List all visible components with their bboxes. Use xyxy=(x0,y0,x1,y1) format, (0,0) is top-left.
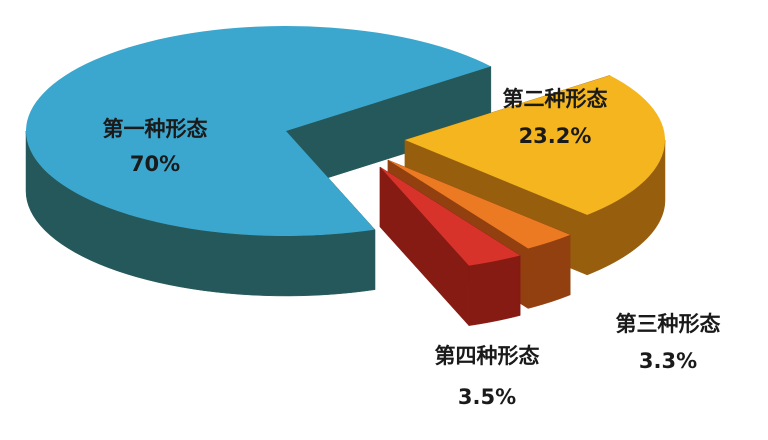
pie-slice xyxy=(26,26,491,236)
pie-slice xyxy=(405,75,665,215)
slice-label: 第一种形态 xyxy=(103,117,208,141)
slice-label: 第四种形态 xyxy=(435,344,540,368)
slice-side xyxy=(468,255,521,326)
slice-value-label: 3.3% xyxy=(639,349,697,373)
slice-label: 第三种形态 xyxy=(616,312,721,336)
slice-value-label: 70% xyxy=(130,152,180,176)
slice-value-label: 3.5% xyxy=(458,385,516,409)
pie-slice xyxy=(380,167,521,266)
slice-label: 第二种形态 xyxy=(503,87,608,111)
pie-slice xyxy=(388,160,571,249)
slice-value-label: 23.2% xyxy=(519,124,592,148)
